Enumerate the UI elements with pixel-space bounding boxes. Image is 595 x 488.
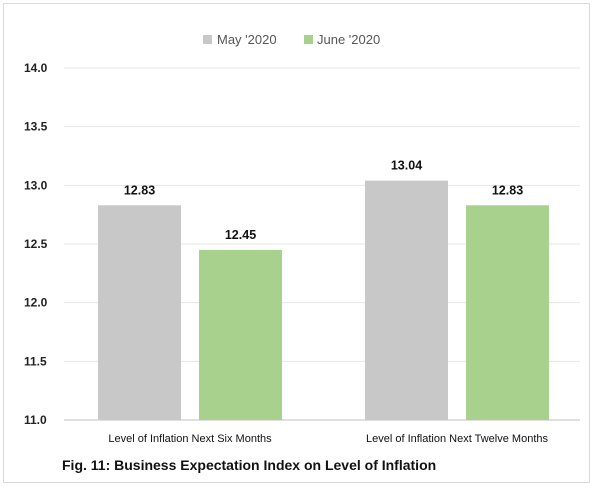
legend-swatch-may-2020 xyxy=(203,35,212,44)
y-tick-label: 13.5 xyxy=(24,120,48,134)
bar-june-2020-six-months xyxy=(199,249,282,420)
y-tick-label: 11.5 xyxy=(24,354,47,368)
category-label: Level of Inflation Next Twelve Months xyxy=(366,433,549,445)
y-tick-label: 13.0 xyxy=(24,178,48,192)
category-label: Level of Inflation Next Six Months xyxy=(108,433,272,445)
data-label: 12.83 xyxy=(124,183,155,197)
data-labels: 12.83 12.45 13.04 12.83 xyxy=(124,159,523,242)
bars xyxy=(98,180,549,420)
category-labels: Level of Inflation Next Six Months Level … xyxy=(108,433,548,445)
bar-june-2020-twelve-months xyxy=(466,205,549,420)
legend-label-june-2020: June '2020 xyxy=(317,32,380,47)
legend: May '2020 June '2020 xyxy=(203,32,380,47)
y-tick-label: 12.5 xyxy=(24,237,48,251)
data-label: 12.83 xyxy=(492,183,523,197)
y-tick-label: 12.0 xyxy=(24,296,48,310)
bar-may-2020-twelve-months xyxy=(365,180,448,420)
y-tick-label: 14.0 xyxy=(24,61,48,75)
y-axis-tick-labels: 11.0 11.5 12.0 12.5 13.0 13.5 14.0 xyxy=(24,61,48,427)
data-label: 13.04 xyxy=(391,159,422,173)
legend-swatch-june-2020 xyxy=(304,35,313,44)
y-tick-label: 11.0 xyxy=(24,413,47,427)
data-label: 12.45 xyxy=(225,228,256,242)
legend-label-may-2020: May '2020 xyxy=(217,32,277,47)
bar-may-2020-six-months xyxy=(98,205,181,420)
figure-caption: Fig. 11: Business Expectation Index on L… xyxy=(62,457,436,473)
